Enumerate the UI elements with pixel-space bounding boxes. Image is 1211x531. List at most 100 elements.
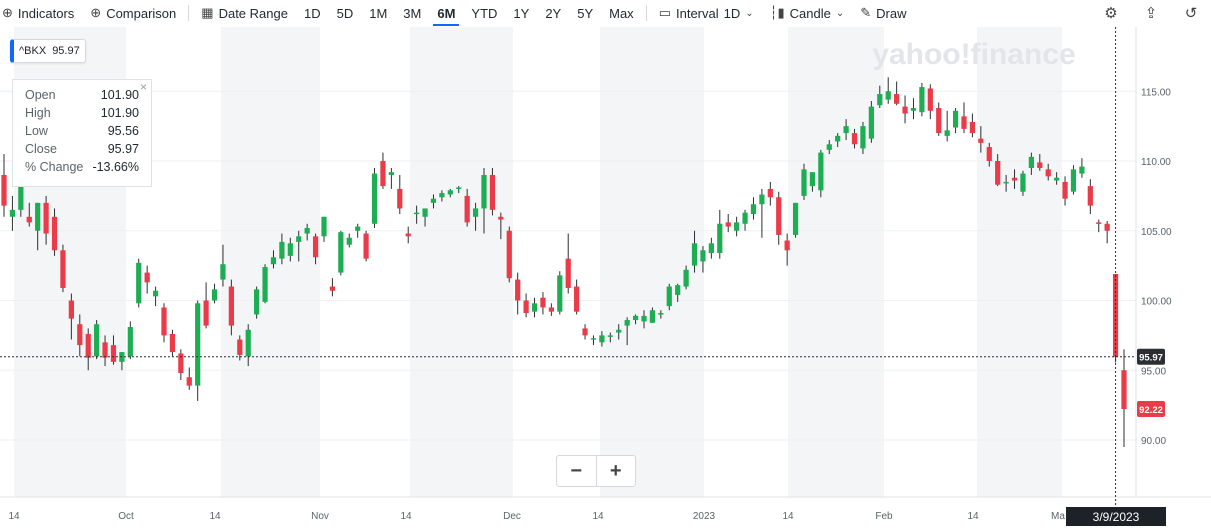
candle[interactable] — [279, 233, 285, 265]
candle[interactable] — [649, 307, 656, 323]
candle[interactable] — [178, 349, 184, 381]
candle[interactable] — [211, 283, 218, 304]
candle[interactable] — [1121, 349, 1127, 447]
candle[interactable] — [792, 202, 799, 238]
candle[interactable] — [717, 209, 723, 259]
candle[interactable] — [902, 95, 908, 124]
candle[interactable] — [1079, 158, 1085, 178]
candle[interactable] — [725, 214, 731, 233]
candle[interactable] — [675, 283, 681, 302]
candle[interactable] — [801, 163, 807, 201]
share-icon[interactable]: ⇪ — [1144, 5, 1158, 22]
candle[interactable] — [809, 172, 816, 192]
candle[interactable] — [161, 303, 167, 343]
candle[interactable] — [110, 335, 117, 365]
candle[interactable] — [531, 297, 538, 318]
candle[interactable] — [683, 265, 689, 290]
candle[interactable] — [927, 84, 933, 120]
candle[interactable] — [742, 209, 748, 231]
candle[interactable] — [439, 190, 445, 202]
candle[interactable] — [498, 212, 504, 240]
range-max-button[interactable]: Max — [609, 5, 634, 21]
candle[interactable] — [18, 181, 24, 217]
candle[interactable] — [1104, 220, 1110, 244]
candle[interactable] — [658, 310, 664, 319]
candle[interactable] — [1045, 163, 1051, 181]
date-range-button[interactable]: ▦ Date Range — [193, 0, 296, 26]
candle[interactable] — [1, 154, 7, 217]
candle[interactable] — [826, 140, 832, 155]
candle[interactable] — [843, 119, 849, 141]
candle[interactable] — [51, 208, 58, 256]
range-ytd-button[interactable]: YTD — [471, 5, 498, 21]
candle[interactable] — [489, 167, 496, 216]
candle[interactable] — [237, 335, 243, 361]
candle[interactable] — [1054, 172, 1060, 185]
candle[interactable] — [68, 293, 74, 340]
candle[interactable] — [380, 152, 386, 189]
candle[interactable] — [94, 320, 100, 360]
candle[interactable] — [616, 324, 622, 340]
candle[interactable] — [759, 188, 765, 238]
candle[interactable] — [245, 324, 251, 367]
chart-area[interactable]: yahoo!finance 115.00 110.00 105.00 100.00 95… — [0, 27, 1211, 526]
candle[interactable] — [666, 283, 672, 311]
candle[interactable] — [186, 367, 192, 390]
candle[interactable] — [936, 102, 942, 136]
candle[interactable] — [776, 191, 782, 245]
reset-icon[interactable]: ↺ — [1184, 5, 1198, 22]
candle[interactable] — [481, 167, 487, 234]
candle[interactable] — [152, 286, 159, 307]
candle[interactable] — [767, 181, 773, 206]
candle[interactable] — [919, 82, 925, 117]
close-icon[interactable]: × — [139, 80, 147, 94]
candle[interactable] — [910, 98, 917, 120]
candle[interactable] — [397, 174, 403, 215]
candle[interactable] — [77, 314, 83, 357]
candle[interactable] — [371, 167, 378, 228]
candle[interactable] — [338, 230, 344, 276]
ticker-chip[interactable]: ^BKX 95.97 — [10, 39, 86, 63]
candle[interactable] — [329, 278, 336, 297]
candle[interactable] — [363, 230, 369, 262]
candle[interactable] — [102, 335, 108, 367]
candle[interactable] — [456, 186, 462, 194]
candle[interactable] — [582, 324, 588, 340]
candle[interactable] — [995, 154, 1001, 187]
candle[interactable] — [590, 335, 597, 346]
chart-type-button[interactable]: ┆▮ Candle ⌄ — [762, 0, 853, 26]
candle[interactable] — [944, 110, 950, 142]
candle[interactable] — [574, 279, 580, 315]
candle[interactable] — [1003, 174, 1009, 192]
candle[interactable] — [270, 250, 277, 269]
candle[interactable] — [144, 265, 150, 294]
candlestick-chart[interactable]: yahoo!finance 115.00 110.00 105.00 100.00 95… — [0, 27, 1211, 526]
candle[interactable] — [85, 328, 91, 371]
candle[interactable] — [472, 202, 479, 231]
candle[interactable] — [287, 237, 293, 262]
candle[interactable] — [860, 121, 866, 155]
candle[interactable] — [136, 258, 142, 308]
range-2y-button[interactable]: 2Y — [545, 5, 562, 21]
candle[interactable] — [296, 230, 302, 262]
candle[interactable] — [422, 208, 428, 227]
candle[interactable] — [254, 286, 260, 319]
candle[interactable] — [355, 223, 361, 238]
candle[interactable] — [1096, 219, 1102, 233]
interval-button[interactable]: ▭ Interval 1D ⌄ — [651, 0, 762, 26]
candle[interactable] — [447, 188, 453, 198]
candle[interactable] — [127, 321, 133, 360]
candle[interactable] — [952, 107, 959, 134]
draw-button[interactable]: ✎ Draw — [852, 0, 914, 26]
candle[interactable] — [708, 237, 714, 259]
range-1y-button[interactable]: 1Y — [513, 5, 530, 21]
candle[interactable] — [169, 329, 176, 357]
candle[interactable] — [523, 293, 529, 318]
candle[interactable] — [1062, 176, 1068, 206]
candle[interactable] — [894, 81, 900, 106]
candle[interactable] — [9, 195, 16, 231]
candle[interactable] — [1070, 165, 1077, 195]
candle[interactable] — [641, 310, 647, 329]
candle[interactable] — [624, 317, 630, 346]
candle[interactable] — [414, 205, 420, 224]
